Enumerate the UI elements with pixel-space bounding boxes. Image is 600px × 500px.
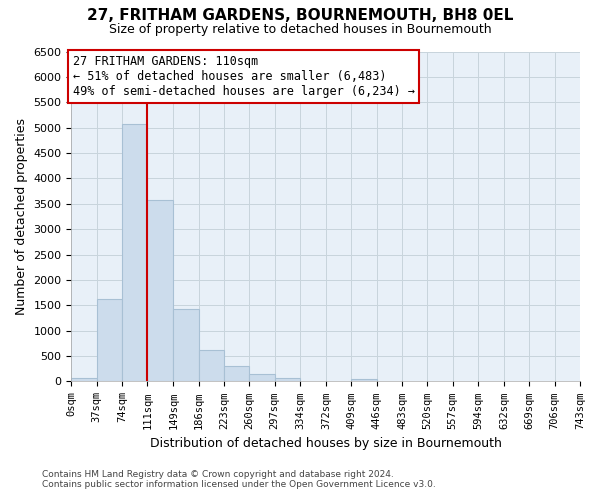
Text: Size of property relative to detached houses in Bournemouth: Size of property relative to detached ho… bbox=[109, 22, 491, 36]
Bar bbox=[352, 379, 377, 382]
Bar bbox=[275, 378, 300, 382]
Text: 27, FRITHAM GARDENS, BOURNEMOUTH, BH8 0EL: 27, FRITHAM GARDENS, BOURNEMOUTH, BH8 0E… bbox=[87, 8, 513, 22]
X-axis label: Distribution of detached houses by size in Bournemouth: Distribution of detached houses by size … bbox=[150, 437, 502, 450]
Bar bbox=[224, 366, 250, 382]
Bar bbox=[199, 350, 224, 382]
Bar bbox=[97, 299, 122, 382]
Y-axis label: Number of detached properties: Number of detached properties bbox=[15, 118, 28, 315]
Bar bbox=[148, 200, 173, 382]
Bar bbox=[250, 374, 275, 382]
Bar bbox=[122, 124, 148, 382]
Text: 27 FRITHAM GARDENS: 110sqm
← 51% of detached houses are smaller (6,483)
49% of s: 27 FRITHAM GARDENS: 110sqm ← 51% of deta… bbox=[73, 55, 415, 98]
Text: Contains HM Land Registry data © Crown copyright and database right 2024.
Contai: Contains HM Land Registry data © Crown c… bbox=[42, 470, 436, 489]
Bar bbox=[71, 378, 97, 382]
Bar bbox=[173, 310, 199, 382]
